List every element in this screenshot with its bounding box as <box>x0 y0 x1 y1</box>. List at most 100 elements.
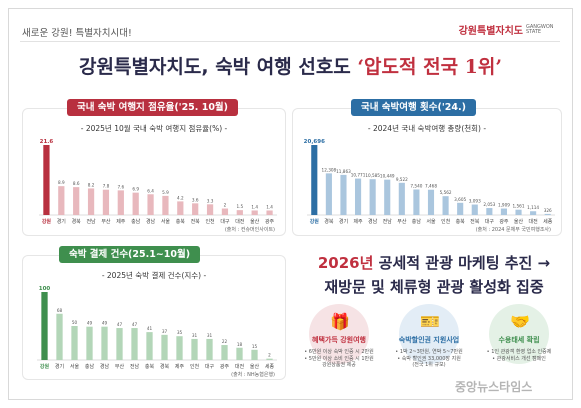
bar-충남 <box>86 326 93 360</box>
promo-note-2c: (전국 1위 규모) <box>412 362 446 368</box>
value-label: 3,093 <box>469 199 481 204</box>
bar-충북 <box>457 202 464 215</box>
bar-전남 <box>384 179 391 215</box>
category-label: 제주 <box>175 363 185 370</box>
bar-대구 <box>486 208 493 215</box>
logo-text: 강원특별자치도 <box>458 26 523 37</box>
category-label: 부산 <box>101 218 111 225</box>
value-label: 5.9 <box>162 190 169 195</box>
bar-부산 <box>116 328 123 360</box>
category-label: 울산 <box>250 218 260 225</box>
value-label: 12,308 <box>322 167 337 172</box>
bar-전북 <box>192 203 199 215</box>
value-label: 6.9 <box>132 187 139 192</box>
value-label: 7,468 <box>425 184 437 189</box>
bar-충남 <box>413 189 420 215</box>
frame-border <box>8 8 573 400</box>
bar-강원 <box>311 145 318 215</box>
category-label: 인천 <box>190 363 200 370</box>
value-label: 1,561 <box>513 204 525 209</box>
bar-충북 <box>177 201 184 215</box>
value-label: 7.8 <box>103 184 110 189</box>
category-label: 경기 <box>57 218 66 225</box>
value-label: 10,771 <box>351 173 366 178</box>
value-label: 1.4 <box>266 204 273 209</box>
handshake-icon: 🤝 <box>510 312 530 331</box>
category-label: 전북 <box>191 218 201 225</box>
value-label: 47 <box>132 322 138 327</box>
category-label: 제주 <box>116 218 126 225</box>
category-label: 강원 <box>310 218 320 225</box>
value-label: 4.2 <box>177 195 184 200</box>
category-label: 서울 <box>70 363 80 370</box>
bar-부산 <box>398 182 405 215</box>
category-label: 울산 <box>514 218 524 225</box>
value-label: 47 <box>117 322 123 327</box>
value-label: 7,540 <box>410 183 422 188</box>
bar-부산 <box>102 189 110 215</box>
category-label: 경기 <box>55 363 64 370</box>
category-label: 인천 <box>205 218 215 225</box>
pay-source: (출처 : NH농협은행) <box>231 372 275 378</box>
promo-label-3: 수용태세 확립 <box>498 336 540 344</box>
bar-경북 <box>73 187 80 215</box>
category-label: 충남 <box>85 363 95 370</box>
category-label: 전남 <box>86 218 96 225</box>
category-label: 대구 <box>485 218 495 225</box>
promo-note-3a: • 1인 관광객 환영 업소 인증제 <box>486 349 552 355</box>
bar-경남 <box>101 326 108 360</box>
category-label: 서울 <box>161 218 171 225</box>
promo-note-2b: • 숙박 할인권 33,000장 지원 <box>397 355 461 362</box>
value-label: 10,449 <box>380 174 395 179</box>
value-label: 11,863 <box>336 169 351 174</box>
value-label: 68 <box>57 308 63 313</box>
bar-경남 <box>147 194 154 215</box>
category-label: 충남 <box>131 218 141 225</box>
bar-경기 <box>56 313 63 360</box>
bar-전남 <box>131 328 138 360</box>
bar-서울 <box>162 195 169 215</box>
value-label: 2,053 <box>483 202 495 207</box>
category-label: 경남 <box>146 218 156 225</box>
value-label: 21.6 <box>40 139 54 145</box>
category-label: 부산 <box>397 218 407 225</box>
bar-인천 <box>442 196 449 215</box>
category-label: 경북 <box>72 218 82 225</box>
count-subtitle: - 2024년 국내 숙박여행 총량(천회) - <box>367 124 487 133</box>
pay-tab: 숙박 결제 건수(25.1~10월) <box>59 246 201 263</box>
value-label: 5,562 <box>440 190 452 195</box>
value-label: 7.6 <box>117 184 124 189</box>
bar-전북 <box>471 204 478 215</box>
value-label: 49 <box>102 321 108 326</box>
promo-title-2: 재방문 및 체류형 관광 활성화 집중 <box>324 278 544 296</box>
promo-note-2: • 1박 2~3만원, 연박 5~7만원 • 숙박 할인권 33,000장 지원… <box>389 349 469 369</box>
headline-prefix: 강원특별자치도, 숙박 여행 선호도 <box>79 56 351 78</box>
value-label: 20,696 <box>304 139 325 145</box>
category-label: 세종 <box>543 218 553 225</box>
promo-note-2a: • 1박 2~3만원, 연박 5~7만원 <box>395 349 463 355</box>
bar-경기 <box>58 186 65 215</box>
watermark: 중앙뉴스타임스 <box>455 380 533 394</box>
category-label: 광주 <box>265 218 275 225</box>
bar-강원 <box>41 292 48 360</box>
value-label: 9,522 <box>396 177 408 182</box>
category-label: 광주 <box>499 218 509 225</box>
value-label: 6.4 <box>147 188 154 193</box>
value-label: 49 <box>87 321 93 326</box>
bar-제주 <box>117 190 124 215</box>
category-label: 충북 <box>456 218 466 225</box>
promo-title-1: 2026년 공세적 관광 마케팅 추진 → <box>300 252 568 273</box>
bar-세종 <box>266 358 273 360</box>
category-label: 광주 <box>220 363 230 370</box>
category-label: 세종 <box>265 363 275 370</box>
promo-label-1: 혜택가득 강원여행 <box>312 336 366 344</box>
voucher-circle <box>399 304 459 364</box>
category-label: 서울 <box>426 218 436 225</box>
bar-서울 <box>71 326 78 360</box>
promo-title1-rest: 공세적 관광 마케팅 추진 → <box>378 254 551 272</box>
value-label: 37 <box>162 329 168 334</box>
category-label: 충북 <box>145 363 155 370</box>
category-label: 부산 <box>115 363 125 370</box>
bar-광주 <box>266 210 273 215</box>
pay-panel: 숙박 결제 건수(25.1~10월) - 2025년 숙박 결제 건수(지수) … <box>22 246 286 380</box>
